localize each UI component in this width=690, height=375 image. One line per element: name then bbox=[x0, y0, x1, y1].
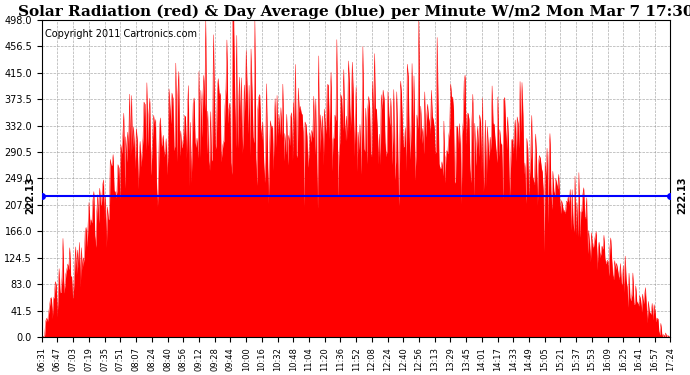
Text: 222.13: 222.13 bbox=[677, 177, 687, 214]
Title: Solar Radiation (red) & Day Average (blue) per Minute W/m2 Mon Mar 7 17:30: Solar Radiation (red) & Day Average (blu… bbox=[19, 4, 690, 18]
Text: 222.13: 222.13 bbox=[26, 177, 35, 214]
Text: Copyright 2011 Cartronics.com: Copyright 2011 Cartronics.com bbox=[45, 29, 197, 39]
